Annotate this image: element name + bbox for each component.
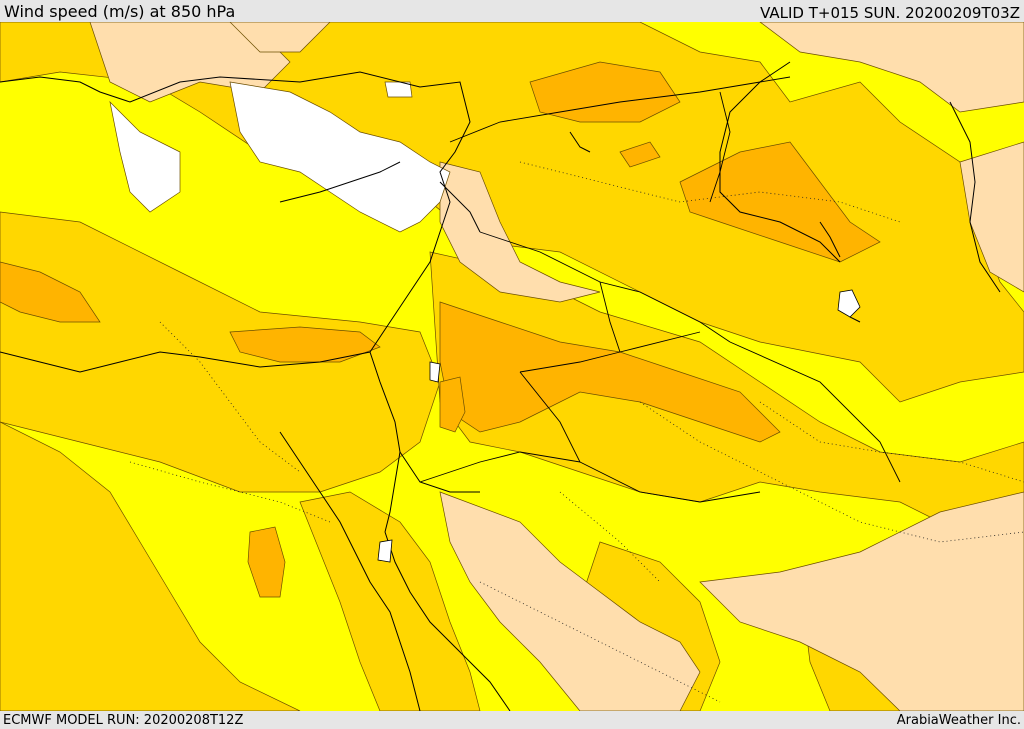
model-run-label: ECMWF MODEL RUN: 20200208T12Z: [3, 713, 244, 728]
credit-label: ArabiaWeather Inc.: [896, 713, 1021, 728]
footer-bar: ECMWF MODEL RUN: 20200208T12Z ArabiaWeat…: [0, 711, 1024, 729]
header-bar: Wind speed (m/s) at 850 hPa VALID T+015 …: [0, 0, 1024, 22]
wind-speed-map: [0, 22, 1024, 711]
dotted-boundaries: [129, 161, 1024, 703]
map-title: Wind speed (m/s) at 850 hPa: [4, 2, 236, 21]
coastlines: [0, 61, 1001, 711]
wind-band-white: [109, 81, 451, 233]
map-canvas: [0, 22, 1024, 711]
wind-band-gold: [0, 22, 1024, 711]
wind-band-orange: [0, 61, 881, 598]
country-borders: [419, 76, 901, 503]
wind-band-tan: [89, 22, 1024, 711]
islands: [377, 289, 861, 563]
valid-time: VALID T+015 SUN. 20200209T03Z: [760, 4, 1020, 22]
